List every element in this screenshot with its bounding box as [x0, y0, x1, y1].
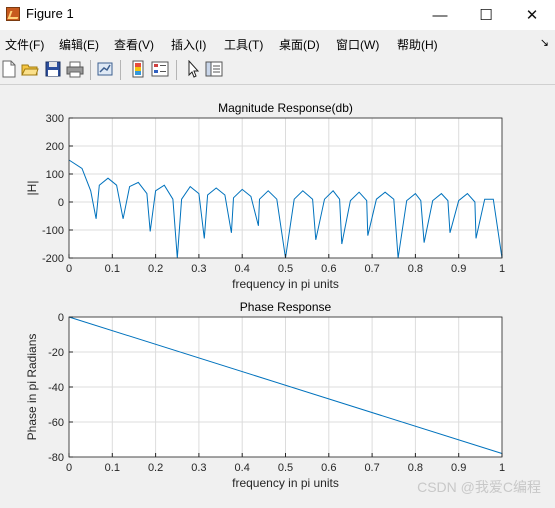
y-tick-label: -40 [48, 382, 64, 394]
x-tick-label: 0.5 [278, 462, 293, 474]
y-tick-label: -80 [48, 452, 64, 464]
x-tick-label: 0.5 [278, 263, 293, 275]
toolbar-separator [90, 60, 91, 80]
series-line [68, 316, 503, 454]
chart-title: Phase Response [240, 300, 332, 314]
y-tick-label: 0 [58, 312, 64, 324]
print-icon[interactable] [66, 60, 84, 78]
menu-view[interactable]: 查看(V) [114, 38, 154, 52]
menu-file[interactable]: 文件(F) [5, 38, 45, 52]
menu-tools[interactable]: 工具(T) [224, 38, 264, 52]
x-tick-label: 0.4 [235, 263, 250, 275]
menu-edit[interactable]: 编辑(E) [59, 38, 99, 52]
x-axis-label: frequency in pi units [232, 476, 339, 490]
matlab-figure-icon [6, 7, 20, 21]
menubar-overflow-icon[interactable]: ↘ [539, 37, 549, 49]
open-file-icon[interactable] [21, 60, 39, 78]
y-tick-label: 0 [58, 197, 64, 209]
x-tick-label: 0 [66, 462, 72, 474]
toolbar-separator [176, 60, 177, 80]
x-tick-label: 0.7 [364, 263, 379, 275]
y-tick-label: 300 [46, 113, 64, 125]
x-tick-label: 0.2 [148, 462, 163, 474]
watermark: CSDN @我爱C编程 [417, 479, 541, 495]
y-tick-label: -100 [42, 225, 64, 237]
pointer-icon[interactable] [184, 60, 202, 78]
x-tick-label: 0.2 [148, 263, 163, 275]
y-tick-label: -200 [42, 253, 64, 265]
new-figure-icon[interactable] [0, 60, 18, 78]
x-tick-label: 1 [499, 462, 505, 474]
x-tick-label: 0.1 [105, 462, 120, 474]
link-plot-icon[interactable] [97, 60, 115, 78]
x-tick-label: 0.3 [191, 263, 206, 275]
x-tick-label: 0.3 [191, 462, 206, 474]
y-tick-label: -20 [48, 347, 64, 359]
save-icon[interactable] [44, 60, 62, 78]
plot-area: 0 0.1 0.2 0.3 0.4 0.5 0.6 0.7 0.8 0.9 1-200-100010… [25, 101, 505, 490]
x-tick-label: 0 [66, 263, 72, 275]
x-tick-label: 0.4 [235, 462, 250, 474]
close-button[interactable]: ✕ [525, 7, 539, 24]
x-tick-label: 0.9 [451, 462, 466, 474]
x-tick-label: 0.6 [321, 263, 336, 275]
menubar: 文件(F) 编辑(E) 查看(V) 插入(I) 工具(T) 桌面(D) 窗口(W… [0, 32, 555, 54]
minimize-button[interactable]: — [432, 6, 448, 24]
property-inspector-icon[interactable] [205, 60, 223, 78]
x-axis-label: frequency in pi units [232, 277, 339, 291]
legend-icon[interactable] [151, 60, 169, 78]
x-tick-label: 0.6 [321, 462, 336, 474]
window-titlebar: Figure 1 — ☐ ✕ [0, 0, 555, 30]
y-tick-label: -60 [48, 417, 64, 429]
menu-insert[interactable]: 插入(I) [171, 38, 207, 52]
y-axis-label: |H| [25, 181, 39, 196]
x-tick-label: 0.9 [451, 263, 466, 275]
x-tick-label: 0.7 [364, 462, 379, 474]
menu-desktop[interactable]: 桌面(D) [279, 38, 320, 52]
x-tick-label: 1 [499, 263, 505, 275]
y-tick-label: 100 [46, 169, 64, 181]
y-axis-label: Phase in pi Radians [25, 334, 39, 441]
y-tick-label: 200 [46, 141, 64, 153]
x-tick-label: 0.1 [105, 263, 120, 275]
maximize-button[interactable]: ☐ [479, 7, 493, 24]
chart-title: Magnitude Response(db) [218, 101, 353, 115]
menu-window[interactable]: 窗口(W) [336, 38, 380, 52]
toolbar-separator [120, 60, 121, 80]
x-tick-label: 0.8 [408, 263, 423, 275]
menu-help[interactable]: 帮助(H) [397, 38, 438, 52]
toolbar [0, 56, 555, 85]
x-tick-label: 0.8 [408, 462, 423, 474]
colorbar-icon[interactable] [130, 60, 148, 78]
window-title: Figure 1 [26, 6, 74, 21]
figure-canvas: 0 0.1 0.2 0.3 0.4 0.5 0.6 0.7 0.8 0.9 1 -200 -100 0 10… [0, 85, 555, 503]
